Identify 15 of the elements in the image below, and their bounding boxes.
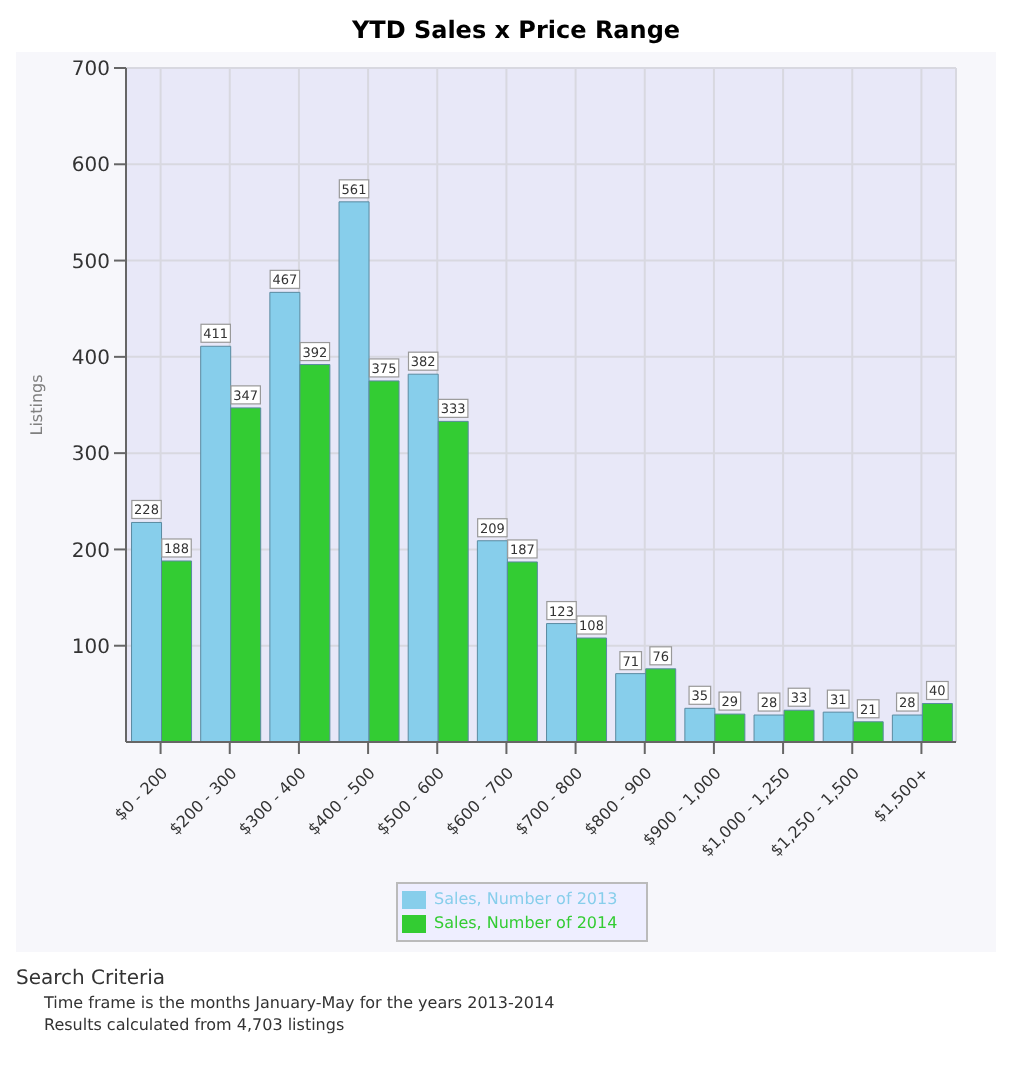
y-tick-label: 600	[71, 155, 110, 178]
y-tick-label: 100	[71, 636, 110, 659]
y-tick-label: 700	[71, 59, 110, 82]
y-tick-label: 400	[71, 347, 110, 370]
y-tick-label: 300	[71, 444, 110, 467]
y-tick-label: 200	[71, 540, 110, 563]
legend-label: Sales, Number of 2014	[434, 914, 618, 933]
legend-label: Sales, Number of 2013	[434, 890, 618, 909]
text: Time frame is the months January-May for the years 2013-2014	[42, 994, 557, 1012]
chart-title: YTD Sales x Price Range	[349, 16, 683, 44]
x-tick-label: $0 - 200	[111, 764, 172, 825]
text: Search Criteria	[16, 968, 167, 990]
text: Results calculated from 4,703 listings	[42, 1016, 347, 1034]
y-tick-label: 500	[71, 251, 110, 274]
y-axis-title: Listings	[27, 374, 46, 436]
